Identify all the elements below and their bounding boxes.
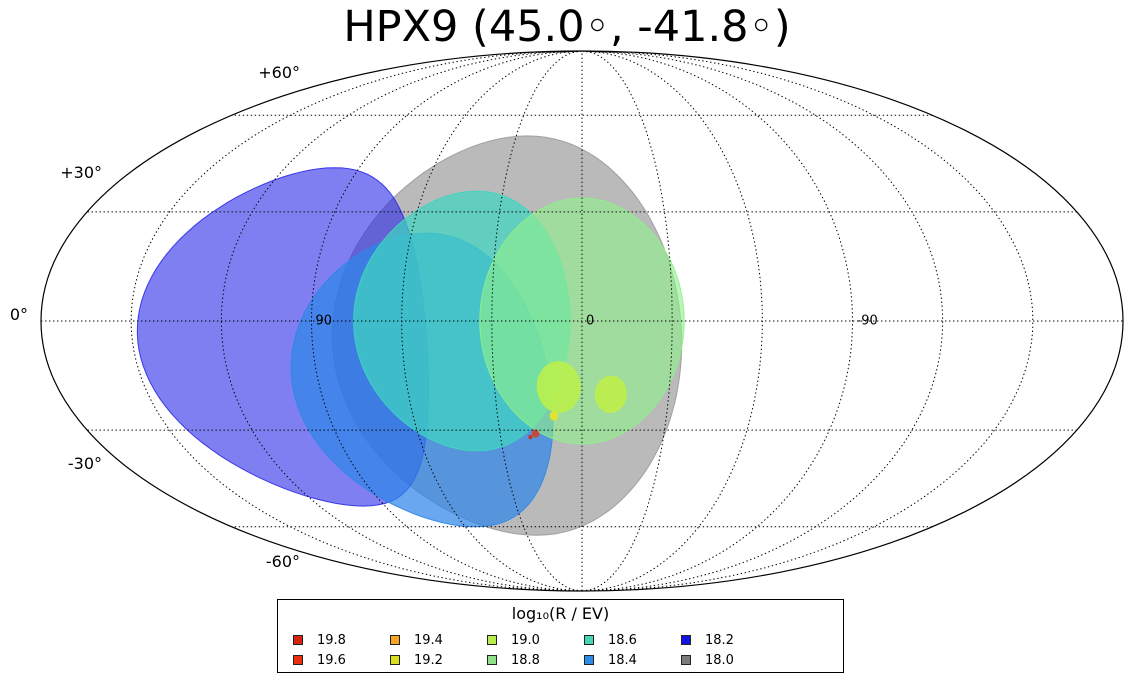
meridian-line xyxy=(491,51,583,591)
legend-swatch xyxy=(487,654,497,665)
legend-entry: 19.8 xyxy=(293,634,346,648)
meridian-line xyxy=(581,51,1034,591)
legend-entry: 19.2 xyxy=(390,654,443,668)
region-19-8 xyxy=(528,434,533,440)
legend-label: 18.4 xyxy=(608,653,637,668)
legend-entry: 18.8 xyxy=(487,654,540,668)
lat-tick-label: -30° xyxy=(68,454,102,473)
region-19-6 xyxy=(531,429,540,438)
sky-boundary xyxy=(40,50,1124,592)
meridian-line xyxy=(581,51,854,591)
lon-tick-label: -90 xyxy=(857,314,878,329)
lat-tick-label: 0° xyxy=(10,305,28,324)
legend-swatch xyxy=(584,634,594,645)
lat-tick-label: +30° xyxy=(60,163,102,182)
legend-swatch xyxy=(293,634,303,645)
legend-label: 18.8 xyxy=(511,653,540,668)
legend-entry: 19.6 xyxy=(293,654,346,668)
legend-label: 19.2 xyxy=(414,653,443,668)
meridian-line xyxy=(220,51,583,591)
graticule xyxy=(41,51,1123,591)
legend-swatch xyxy=(584,654,594,665)
legend-label: 18.6 xyxy=(608,633,637,648)
legend-label: 19.6 xyxy=(317,653,346,668)
legend-entry: 18.2 xyxy=(681,634,734,648)
legend-title: log₁₀(R / EV) xyxy=(511,604,610,623)
legend-entry: 19.4 xyxy=(390,634,443,648)
meridian-line xyxy=(581,51,944,591)
legend-label: 19.0 xyxy=(511,633,540,648)
legend-label: 18.0 xyxy=(705,653,734,668)
lat-tick-label: -60° xyxy=(266,552,300,571)
legend-entry: 18.4 xyxy=(584,654,637,668)
meridian-line xyxy=(581,51,763,591)
legend-swatch xyxy=(681,634,691,645)
lon-tick-label: 0 xyxy=(586,314,594,329)
region-19-0 xyxy=(536,361,581,413)
chart-title: HPX9 (45.0◦, -41.8◦) xyxy=(343,2,791,52)
legend-entry: 18.6 xyxy=(584,634,637,648)
region-19-2 xyxy=(549,411,559,421)
legend-swatch xyxy=(487,634,497,645)
legend-swatch xyxy=(390,634,400,645)
meridian-line xyxy=(581,51,673,591)
legend-label: 19.4 xyxy=(414,633,443,648)
legend-entry: 19.0 xyxy=(487,634,540,648)
region-19-0 xyxy=(595,375,627,413)
legend-label: 18.2 xyxy=(705,633,734,648)
legend-swatch xyxy=(681,654,691,665)
legend-swatch xyxy=(390,654,400,665)
legend-entry: 18.0 xyxy=(681,654,734,668)
meridian-line xyxy=(401,51,583,591)
lon-tick-label: 90 xyxy=(316,314,333,329)
lat-tick-label: +60° xyxy=(258,63,300,82)
meridian-line xyxy=(130,51,583,591)
legend: log₁₀(R / EV) 19.8 19.6 19.4 19.2 19.0 18.8 18… xyxy=(277,599,844,673)
legend-swatch xyxy=(293,654,303,665)
axis-labels: +60° +30° 0° -30° -60° 90 0 -90 xyxy=(10,63,878,571)
legend-label: 19.8 xyxy=(317,633,346,648)
meridian-line xyxy=(310,51,583,591)
